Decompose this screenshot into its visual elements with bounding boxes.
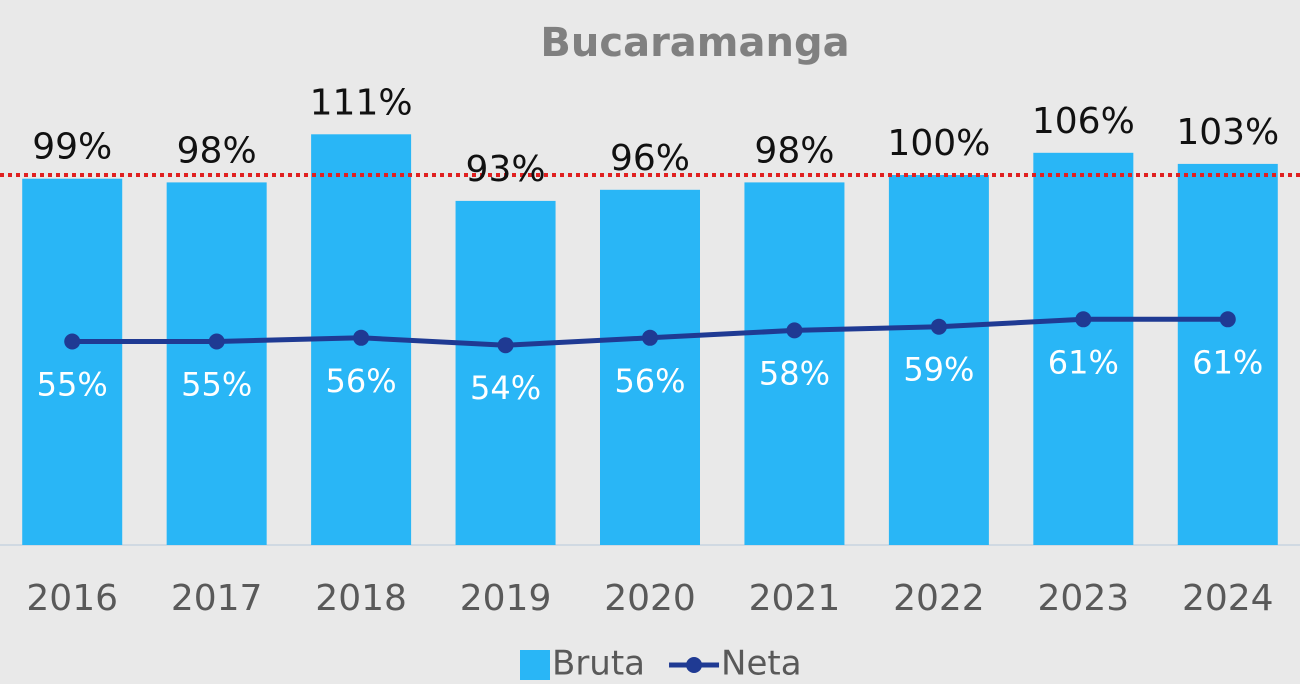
line-point xyxy=(1219,311,1236,328)
legend-label: Bruta xyxy=(552,644,645,684)
x-tick-label: 2020 xyxy=(604,578,696,619)
bar-value-label: 111% xyxy=(310,82,413,123)
line-value-label: 54% xyxy=(470,369,541,407)
legend-label: Neta xyxy=(721,644,802,684)
bar-value-label: 100% xyxy=(887,123,990,164)
line-value-label: 59% xyxy=(903,351,974,389)
bar xyxy=(1033,152,1134,546)
bar xyxy=(166,182,267,545)
line-value-label: 61% xyxy=(1048,343,1119,381)
line-point xyxy=(1075,311,1092,328)
x-tick-label: 2017 xyxy=(171,578,263,619)
bar xyxy=(1177,163,1278,545)
line-point xyxy=(930,318,947,335)
bar xyxy=(600,189,700,546)
legend-swatch xyxy=(520,650,550,680)
line-point xyxy=(353,329,370,346)
bar-value-label: 103% xyxy=(1176,112,1279,153)
line-point xyxy=(642,329,658,346)
chart-title: Bucaramanga xyxy=(540,20,849,66)
line-value-label: 61% xyxy=(1192,343,1263,381)
line-value-label: 58% xyxy=(759,354,830,392)
x-tick-label: 2019 xyxy=(460,578,552,619)
bar-value-label: 106% xyxy=(1032,101,1135,142)
x-tick-label: 2021 xyxy=(749,578,841,619)
bar-value-label: 99% xyxy=(32,127,112,168)
bar-value-label: 98% xyxy=(754,130,834,171)
line-value-label: 55% xyxy=(37,366,108,404)
bar xyxy=(22,178,123,545)
x-tick-label: 2018 xyxy=(315,578,407,619)
line-point xyxy=(64,333,81,350)
legend-swatch xyxy=(686,657,703,673)
x-tick-label: 2016 xyxy=(26,578,118,619)
bar-value-label: 96% xyxy=(610,138,690,179)
line-value-label: 56% xyxy=(326,362,397,400)
bar-value-label: 98% xyxy=(177,130,257,171)
bar xyxy=(888,175,989,545)
x-tick-label: 2023 xyxy=(1038,578,1130,619)
x-tick-label: 2024 xyxy=(1182,578,1274,619)
line-value-label: 55% xyxy=(181,366,252,404)
line-value-label: 56% xyxy=(614,362,685,400)
line-point xyxy=(786,322,803,339)
line-point xyxy=(208,333,225,350)
bar-value-label: 93% xyxy=(466,149,546,190)
line-point xyxy=(497,337,514,354)
bar xyxy=(455,200,556,545)
bar xyxy=(744,182,845,545)
x-tick-label: 2022 xyxy=(893,578,985,619)
